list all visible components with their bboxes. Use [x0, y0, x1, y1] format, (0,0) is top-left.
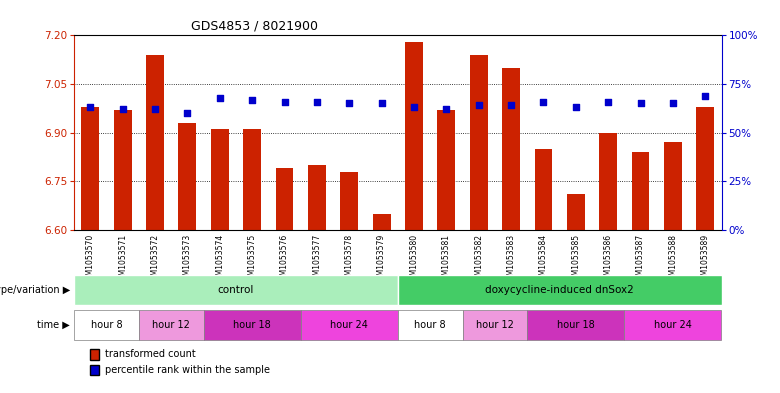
Text: GSM1053584: GSM1053584	[539, 234, 548, 285]
Point	[569, 104, 582, 110]
Point	[634, 100, 647, 107]
Point	[408, 104, 420, 110]
Bar	[664, 142, 682, 230]
Point	[699, 92, 711, 99]
Bar	[438, 110, 456, 230]
Bar	[146, 55, 164, 230]
Text: GSM1053588: GSM1053588	[668, 234, 678, 285]
Bar	[211, 129, 229, 230]
Bar	[114, 110, 132, 230]
Bar	[527, 310, 624, 340]
Point	[667, 100, 679, 107]
Bar	[398, 275, 722, 305]
Text: doxycycline-induced dnSox2: doxycycline-induced dnSox2	[485, 285, 634, 295]
Bar	[502, 68, 520, 230]
Text: GSM1053580: GSM1053580	[410, 234, 419, 285]
Point	[84, 104, 97, 110]
Bar	[204, 310, 300, 340]
Point	[473, 102, 485, 108]
Point	[214, 94, 226, 101]
Point	[116, 106, 129, 112]
Text: GDS4853 / 8021900: GDS4853 / 8021900	[190, 20, 317, 33]
Bar	[340, 171, 358, 230]
Text: time ▶: time ▶	[37, 320, 70, 330]
Point	[602, 98, 615, 105]
Text: GSM1053578: GSM1053578	[345, 234, 354, 285]
Text: GSM1053571: GSM1053571	[118, 234, 127, 285]
Text: GSM1053586: GSM1053586	[604, 234, 613, 285]
Bar	[308, 165, 326, 230]
Text: hour 18: hour 18	[233, 320, 271, 330]
Point	[537, 98, 550, 105]
Bar	[470, 55, 488, 230]
Text: hour 8: hour 8	[90, 320, 122, 330]
Point	[278, 98, 291, 105]
Text: hour 18: hour 18	[557, 320, 594, 330]
Text: control: control	[218, 285, 254, 295]
Text: GSM1053583: GSM1053583	[506, 234, 516, 285]
Text: percentile rank within the sample: percentile rank within the sample	[105, 365, 271, 375]
Text: GSM1053570: GSM1053570	[86, 234, 95, 285]
Bar	[275, 168, 293, 230]
Bar	[74, 310, 139, 340]
Text: hour 24: hour 24	[654, 320, 692, 330]
Text: GSM1053585: GSM1053585	[571, 234, 580, 285]
Text: GSM1053575: GSM1053575	[247, 234, 257, 285]
Bar	[139, 310, 204, 340]
Bar	[373, 214, 391, 230]
Text: hour 8: hour 8	[414, 320, 446, 330]
Text: GSM1053579: GSM1053579	[377, 234, 386, 285]
Text: GSM1053577: GSM1053577	[312, 234, 321, 285]
Text: transformed count: transformed count	[105, 349, 196, 360]
Bar	[697, 107, 714, 230]
Text: genotype/variation ▶: genotype/variation ▶	[0, 285, 70, 295]
Text: GSM1053576: GSM1053576	[280, 234, 289, 285]
Point	[310, 98, 323, 105]
Bar	[534, 149, 552, 230]
Text: GSM1053573: GSM1053573	[183, 234, 192, 285]
Text: hour 12: hour 12	[152, 320, 190, 330]
Point	[440, 106, 452, 112]
Text: GSM1053587: GSM1053587	[636, 234, 645, 285]
Bar	[567, 194, 585, 230]
Text: hour 24: hour 24	[330, 320, 368, 330]
Point	[505, 102, 517, 108]
Bar	[179, 123, 197, 230]
Bar	[405, 42, 423, 230]
Text: GSM1053582: GSM1053582	[474, 234, 484, 285]
Bar	[74, 275, 398, 305]
Bar	[463, 310, 527, 340]
Bar	[398, 310, 463, 340]
Point	[149, 106, 161, 112]
Text: GSM1053581: GSM1053581	[441, 234, 451, 285]
Text: hour 12: hour 12	[476, 320, 514, 330]
Point	[246, 96, 258, 103]
Bar	[624, 310, 722, 340]
Bar	[632, 152, 650, 230]
Point	[343, 100, 356, 107]
Text: GSM1053572: GSM1053572	[151, 234, 160, 285]
Text: GSM1053589: GSM1053589	[700, 234, 710, 285]
Bar	[300, 310, 398, 340]
Bar	[81, 107, 99, 230]
Text: GSM1053574: GSM1053574	[215, 234, 225, 285]
Bar	[599, 132, 617, 230]
Point	[181, 110, 193, 116]
Point	[375, 100, 388, 107]
Bar	[243, 129, 261, 230]
